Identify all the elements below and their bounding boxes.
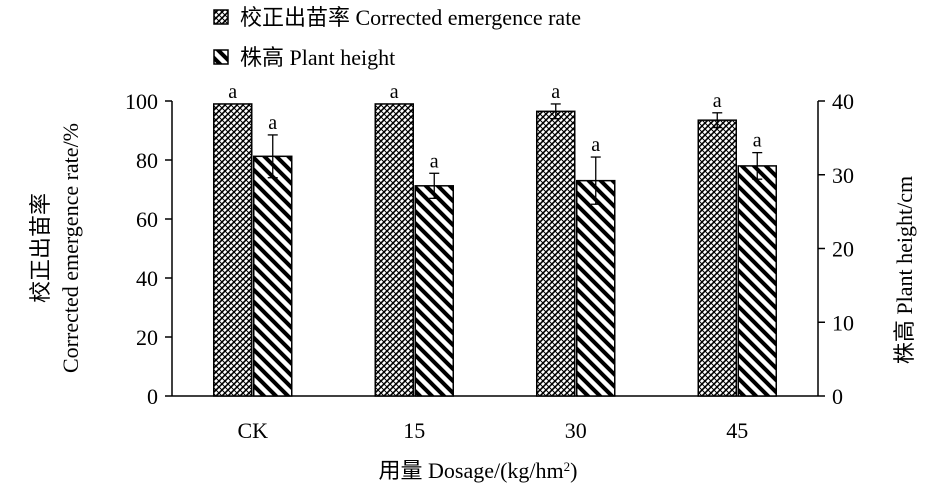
legend-label-emergence: 校正出苗率 Corrected emergence rate [240,5,581,30]
y-tick-left-label: 80 [136,148,158,173]
y-tick-right-label: 40 [832,89,854,114]
bar-emergence-45 [697,119,737,397]
significance-label: a [268,112,277,134]
significance-label: a [591,134,600,156]
y-tick-right-label: 30 [832,163,854,188]
x-categories: CK 15 30 45 [237,418,748,443]
legend-swatch-emergence [213,9,229,25]
significance-label: a [430,150,439,172]
significance-label: a [713,90,722,112]
significance-label: a [228,81,237,103]
x-category-label: CK [237,418,268,443]
y-tick-right-label: 10 [832,310,854,335]
significance-label: a [551,81,560,103]
legend: 校正出苗率 Corrected emergence rate 株高 Plant … [213,5,581,70]
legend-label-height: 株高 Plant height [240,45,395,70]
y-tick-right-label: 0 [832,384,843,409]
bar-height-45 [737,165,777,397]
y-tick-left-label: 60 [136,207,158,232]
y-ticks-right: 0 10 20 30 40 [818,89,854,409]
bars: a a a a a a a a [213,81,777,397]
y-label-right: 株高 Plant height/cm [892,176,917,364]
significance-label: a [753,130,762,152]
y-tick-right-label: 20 [832,237,854,262]
y-label-left: 校正出苗率 Corrected emergence rate/% [28,123,83,373]
x-label: 用量 Dosage/(kg/hm2) [379,458,578,483]
legend-swatch-height [213,49,229,65]
bar-height-15 [414,185,454,397]
y-label-left-line1: 校正出苗率 [28,193,53,303]
y-tick-left-label: 40 [136,266,158,291]
bar-height-CK [253,155,293,397]
bar-emergence-15 [374,103,414,397]
y-label-right-text: 株高 Plant height/cm [892,176,917,364]
x-category-label: 15 [403,418,425,443]
bar-emergence-30 [536,110,576,397]
bar-height-30 [576,179,616,397]
y-tick-left-label: 0 [147,384,158,409]
y-tick-left-label: 20 [136,325,158,350]
y-ticks-left: 0 20 40 60 80 100 [125,89,172,409]
bar-emergence-CK [213,103,253,397]
x-category-label: 30 [565,418,587,443]
y-tick-left-label: 100 [125,89,158,114]
x-category-label: 45 [726,418,748,443]
y-label-left-line2: Corrected emergence rate/% [58,123,83,373]
significance-label: a [390,81,399,103]
